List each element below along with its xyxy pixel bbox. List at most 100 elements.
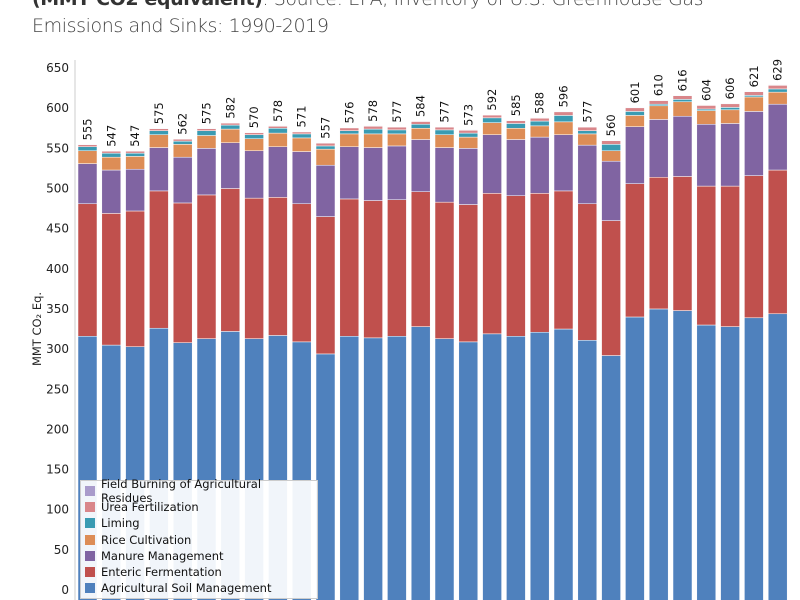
bar-segment [553,328,574,600]
legend-item: Field Burning of Agricultural Residues [85,477,313,505]
bar-segment [434,147,455,203]
bar-segment [410,128,431,140]
bar-segment [672,115,693,177]
bar-segment [577,340,598,600]
bar-segment [434,134,455,148]
bar-segment [696,124,717,187]
bar-segment [434,338,455,600]
total-label: 575 [152,102,166,124]
legend-item: Liming [85,515,313,531]
bar-segment [363,337,383,600]
y-tick-label: 500 [46,182,69,196]
total-label: 621 [747,65,761,87]
legend-item: Urea Fertilization [85,499,313,515]
bar-segment [720,103,740,108]
bar-segment [625,115,645,127]
bar-segment [387,133,407,147]
bar-segment [339,336,360,600]
bar-segment [767,313,788,600]
bar-segment [601,140,621,145]
bar-segment [696,185,717,326]
bar-segment [149,134,169,148]
bar-segment [196,148,217,196]
bar-segment [553,134,574,192]
y-tick-label: 400 [46,262,69,276]
bar-segment [577,203,598,341]
bar-segment [767,88,788,93]
bar-segment [101,156,122,171]
bar-segment [339,133,360,147]
bar-segment [625,126,645,184]
legend-label: Rice Cultivation [101,532,192,547]
bar-segment [291,137,312,152]
bar-segment [506,139,526,196]
y-tick-label: 650 [46,61,69,75]
total-label: 592 [485,89,499,111]
legend-item: Enteric Fermentation [85,564,313,580]
bar-segment [744,91,764,96]
bar-segment [149,147,169,192]
y-tick-label: 200 [46,422,69,436]
bar-segment [268,132,288,147]
bar-segment [315,216,336,355]
bar-segment [315,148,336,166]
bar-segment [172,202,193,343]
bar-segment [101,150,122,154]
bar-segment [101,169,122,214]
bar-segment [363,200,383,339]
bar-segment [529,117,550,122]
bar-segment [172,138,193,142]
bar-segment [482,122,502,135]
total-label: 577 [390,101,404,123]
bar-segment [101,152,122,158]
bar-segment [625,107,645,112]
bar-segment [149,190,169,329]
legend: Field Burning of Agricultural Residues Ur… [80,477,318,600]
bar-segment [363,147,383,201]
bar-segment [268,126,288,129]
bar-segment [244,197,264,339]
total-label: 584 [414,95,428,117]
bar-segment [767,103,788,171]
bar-segment [529,331,550,600]
y-tick-label: 600 [46,101,69,115]
bar-segment [196,130,217,136]
bar-segment [363,133,383,148]
bar-segment [291,203,312,343]
bar-segment [601,220,621,356]
total-label: 577 [438,101,452,123]
bar-segment [601,150,621,162]
bar-segment [648,119,669,178]
bar-segment [196,194,217,339]
y-tick-label: 0 [61,583,69,597]
total-label: 604 [699,79,713,101]
total-label: 555 [81,118,95,140]
bar-segment [220,188,241,332]
bar-segment [458,148,479,205]
bar-segment [648,308,669,600]
bar-segment [577,144,598,205]
total-label: 588 [533,92,547,114]
total-label: 601 [628,81,642,103]
bar-segment [77,203,98,337]
legend-swatch [85,502,95,513]
bar-segment [458,130,479,134]
bar-segment [125,152,145,157]
bar-segment [577,126,598,131]
bar-segment [196,128,217,131]
bar-segment [220,122,241,126]
bar-segment [125,210,145,347]
bar-segment [506,128,526,140]
y-tick-label: 100 [46,503,69,517]
bar-segment [125,150,145,154]
bar-segment [744,111,764,176]
bar-segment [529,193,550,333]
y-tick-label: 300 [46,342,69,356]
legend-item: Agricultural Soil Management [85,580,313,596]
bar-segment [101,213,122,346]
y-tick-label: 450 [46,222,69,236]
bar-segment [720,326,740,600]
bar-segment [410,326,431,600]
bar-segment [672,176,693,311]
bar-segment [767,169,788,315]
